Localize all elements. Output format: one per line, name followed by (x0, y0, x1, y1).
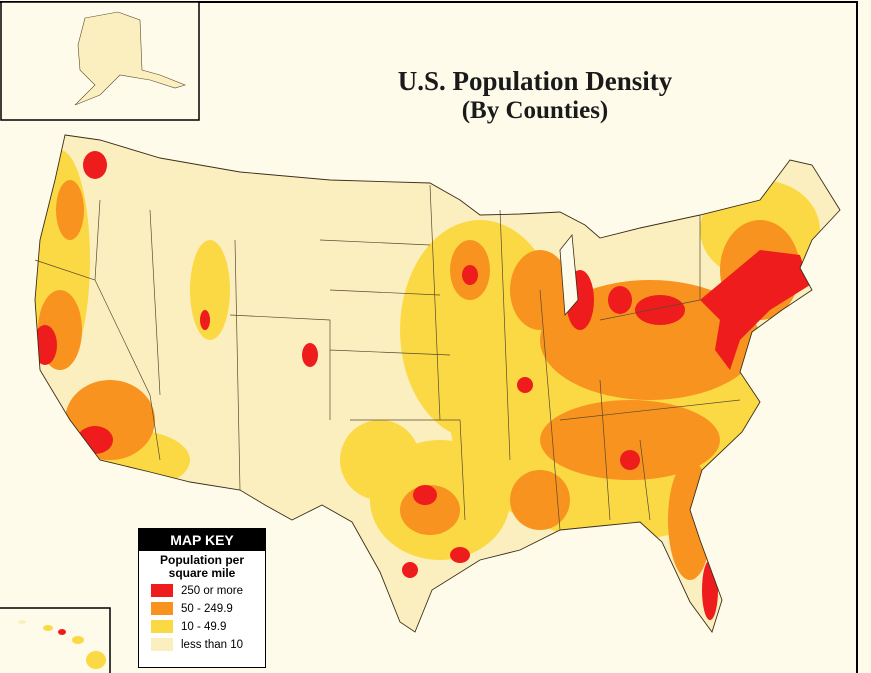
legend-label: 50 - 249.9 (181, 602, 233, 615)
density-region (56, 180, 84, 240)
density-region (190, 240, 230, 340)
legend-label: less than 10 (181, 638, 244, 651)
density-region (517, 377, 533, 393)
state-borders (34, 134, 841, 633)
legend-items: 250 or more 50 - 249.9 10 - 49.9 less than … (139, 584, 265, 651)
density-region (200, 310, 210, 330)
legend-label: 10 - 49.9 (181, 620, 227, 633)
density-region (700, 250, 810, 370)
density-region (413, 485, 437, 505)
legend-item: less than 10 (151, 638, 265, 651)
hawaii (18, 620, 106, 669)
map-title: U.S. Population Density (398, 66, 673, 96)
density-region (72, 636, 84, 644)
legend-item: 10 - 49.9 (151, 620, 265, 633)
density-region (302, 343, 318, 367)
density-region (340, 420, 420, 500)
density-region (608, 286, 632, 314)
legend-item: 50 - 249.9 (151, 602, 265, 615)
map-subtitle: (By Counties) (462, 97, 609, 124)
legend-item: 250 or more (151, 584, 265, 597)
density-region (86, 651, 106, 669)
density-medium (38, 180, 800, 580)
density-region (462, 265, 478, 285)
density-region (402, 562, 418, 578)
density-region (450, 547, 470, 563)
legend-swatch (151, 602, 173, 615)
density-region (83, 151, 107, 179)
density-high (35, 151, 810, 620)
density-region (620, 450, 640, 470)
legend-label: 250 or more (181, 584, 244, 597)
legend-header: MAP KEY (139, 529, 265, 551)
hawaii-inset (0, 607, 111, 673)
legend: MAP KEY Population per square mile 250 o… (138, 528, 266, 668)
legend-swatch (151, 584, 173, 597)
density-region (58, 629, 66, 635)
density-region (510, 470, 570, 530)
density-region (540, 400, 720, 480)
density-region (43, 625, 53, 631)
density-region (18, 620, 26, 624)
legend-swatch (151, 620, 173, 633)
density-region (635, 295, 685, 325)
legend-swatch (151, 638, 173, 651)
density-region (540, 280, 760, 400)
legend-title: Population per square mile (160, 553, 244, 580)
alaska (74, 11, 186, 106)
